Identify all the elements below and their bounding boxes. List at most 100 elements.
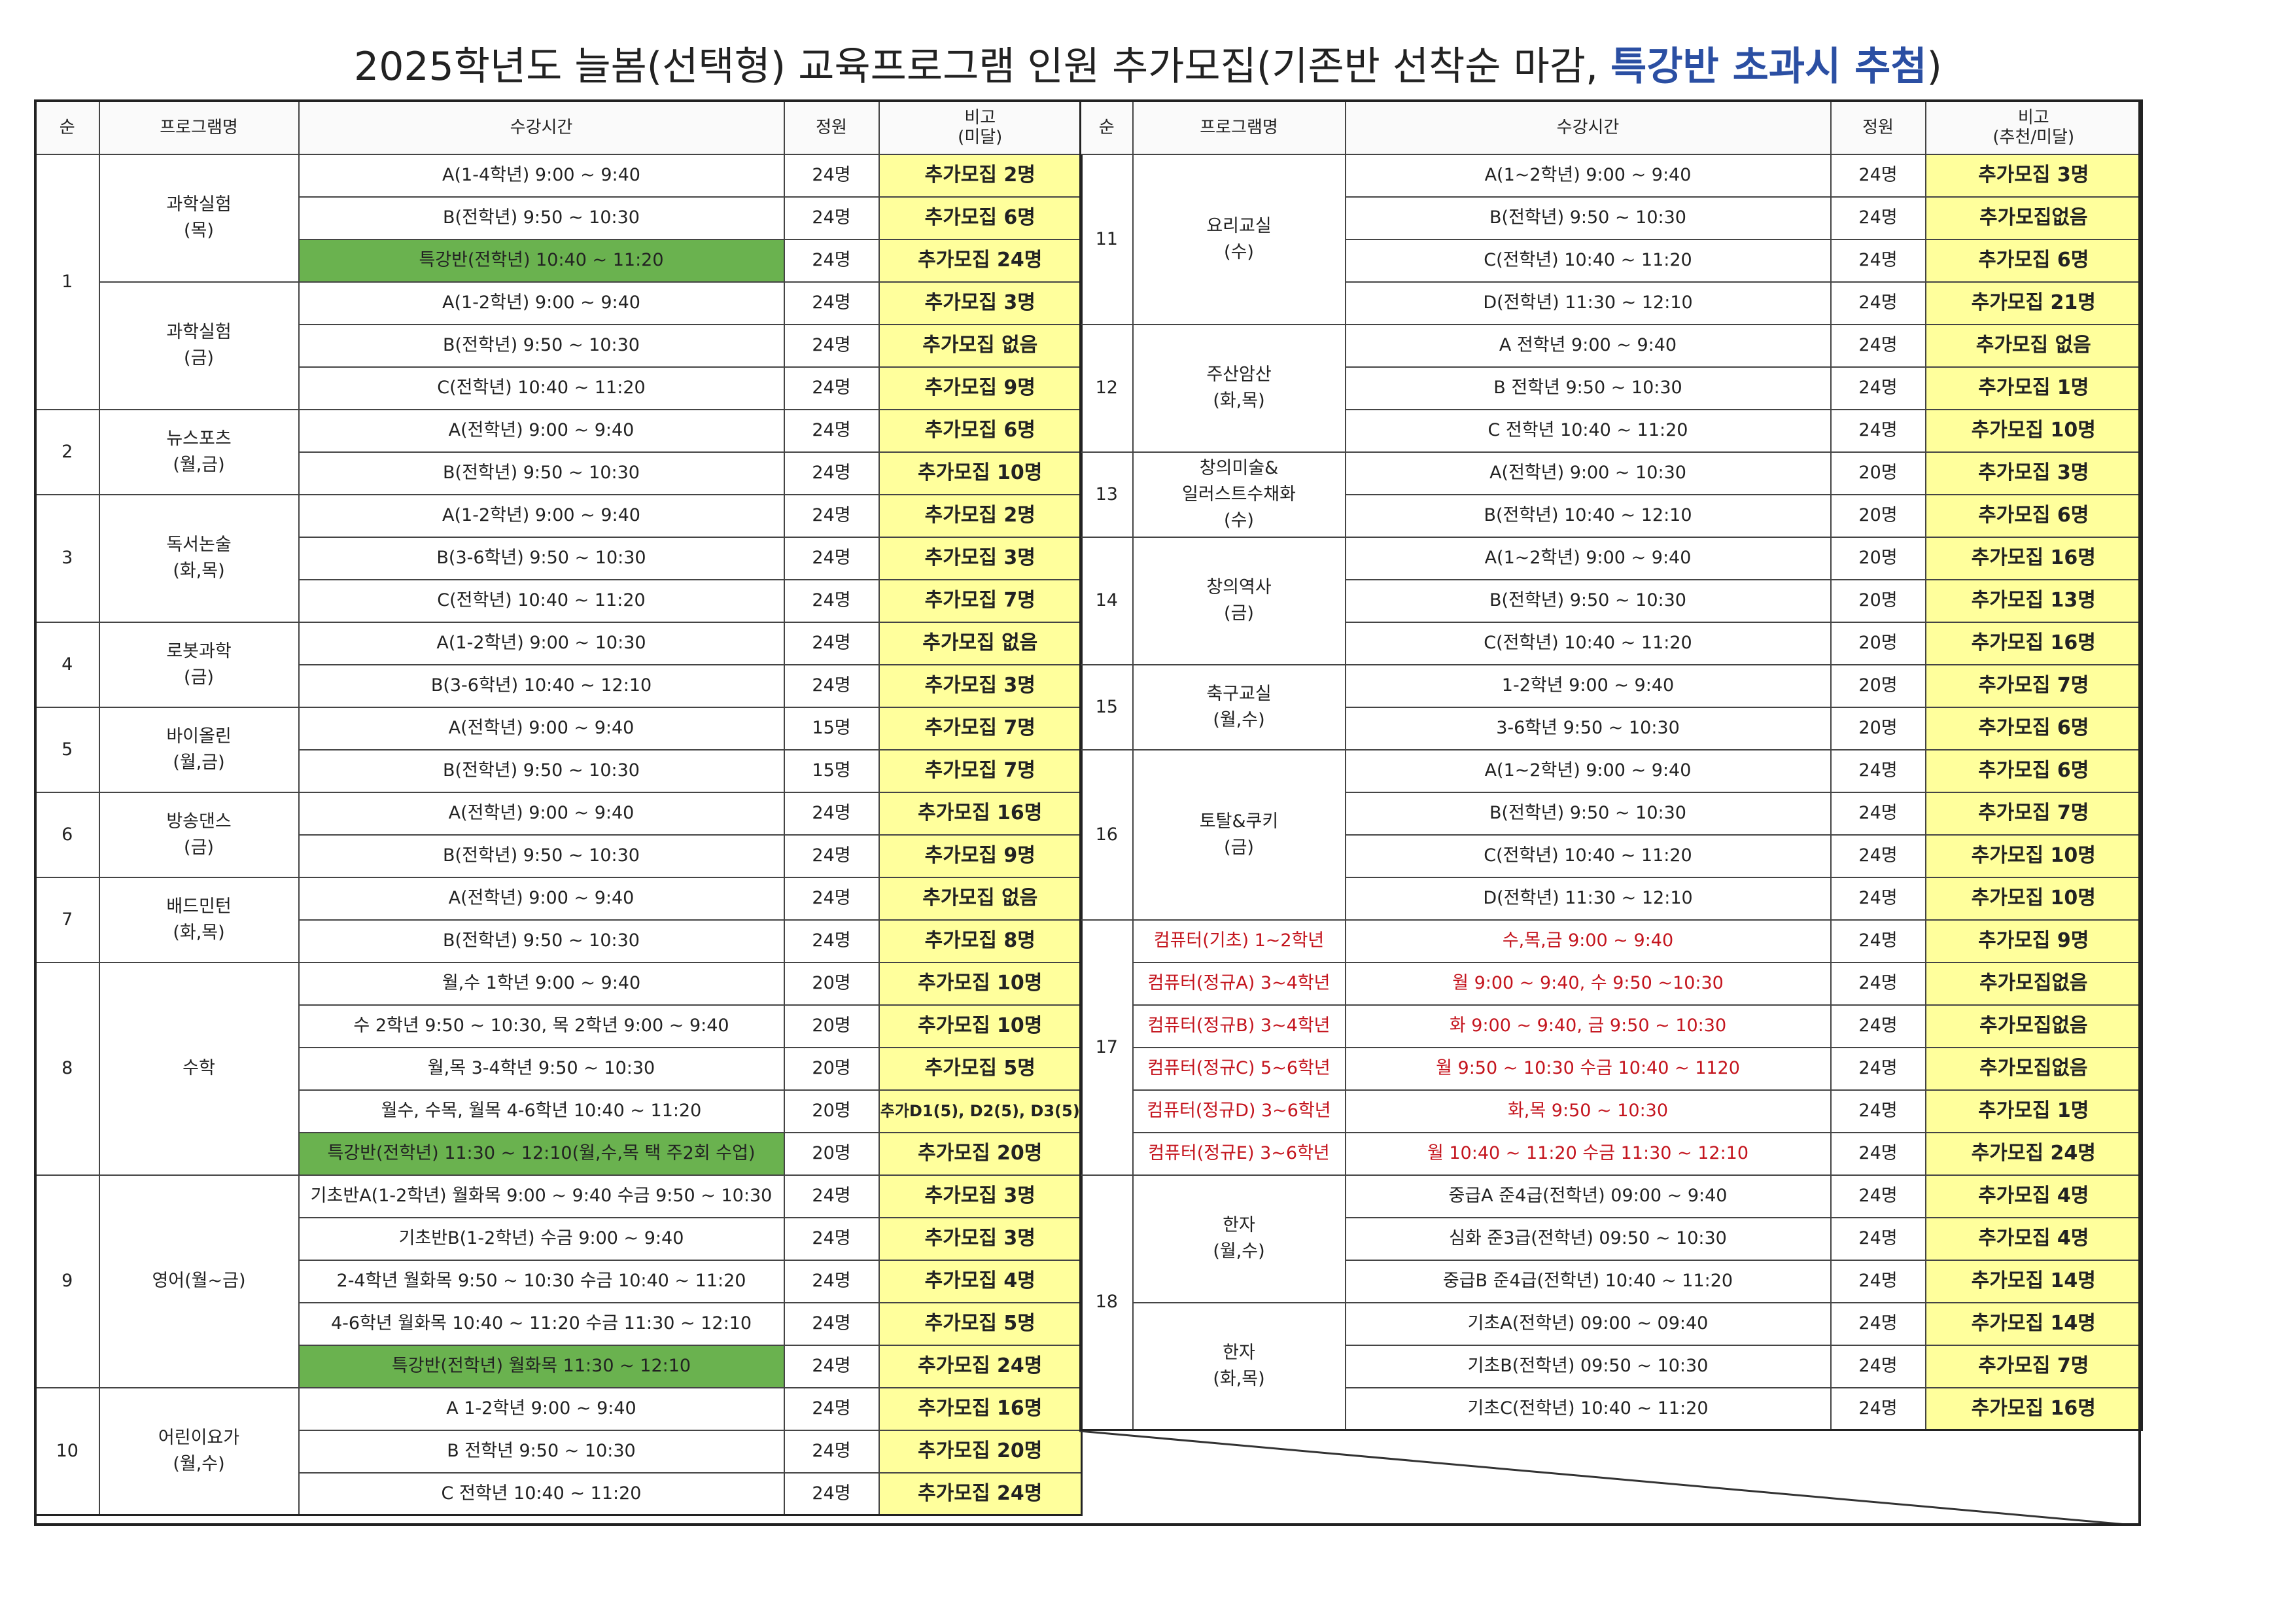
capacity: 20명 [1830,451,1926,495]
table-row: D(전학년) 11:30 ~ 12:10 24명 추가모집 21명 [1081,281,2143,325]
table-row: 기초B(전학년) 09:50 ~ 10:30 24명 추가모집 7명 [1081,1344,2143,1388]
recruit-note: 추가모집 없음 [1924,323,2143,368]
capacity: 24명 [1830,1089,1926,1133]
table-row: B(전학년) 9:50 ~ 10:30 24명 추가모집 9명 [35,834,1083,878]
right-header-note: 비고 (추천/미달) [1924,99,2143,155]
recruit-note: 추가모집 20명 [878,1131,1083,1176]
capacity: 24명 [783,536,880,580]
class-time: C(전학년) 10:40 ~ 11:20 [1344,238,1832,283]
recruit-note: 추가모집 10명 [1924,876,2143,921]
table-row: 6 방송댄스 (금) A(전학년) 9:00 ~ 9:40 24명 추가모집 16명 [34,791,1083,878]
capacity: 20명 [783,1131,880,1176]
capacity: 24명 [783,408,880,453]
capacity: 24명 [783,1344,880,1388]
class-time: 화 9:00 ~ 9:40, 금 9:50 ~ 10:30 [1344,1004,1832,1048]
program-name: 컴퓨터(정규C) 5~6학년 [1132,1046,1346,1091]
table-row: B(전학년) 9:50 ~ 10:30 24명 추가모집 없음 [35,323,1083,368]
recruit-note: 추가모집 10명 [1924,834,2143,878]
recruit-note: 추가모집 24명 [878,238,1083,283]
class-time: 2-4학년 월화목 9:50 ~ 10:30 수금 10:40 ~ 11:20 [298,1259,785,1303]
table-row: C(전학년) 10:40 ~ 11:20 24명 추가모집 6명 [1081,238,2143,283]
class-time: A 1-2학년 9:00 ~ 9:40 [298,1386,785,1431]
table-row: C(전학년) 10:40 ~ 11:20 24명 추가모집 9명 [35,366,1083,410]
table-row: C 전학년 10:40 ~ 11:20 24명 추가모집 24명 [35,1472,1083,1516]
recruit-note: 추가모집 13명 [1924,578,2143,623]
recruit-note: 추가모집 없음 [878,621,1083,665]
recruit-note: 추가모집 4명 [1924,1216,2143,1261]
class-time: 월 9:50 ~ 10:30 수금 10:40 ~ 1120 [1344,1046,1832,1091]
recruit-note: 추가모집 3명 [878,281,1083,325]
class-time: A(전학년) 9:00 ~ 9:40 [298,408,785,453]
capacity: 24명 [783,323,880,368]
class-time: A(1-2학년) 9:00 ~ 9:40 [298,281,785,325]
class-time: 기초A(전학년) 09:00 ~ 09:40 [1344,1301,1832,1346]
capacity: 24명 [1830,281,1926,325]
capacity: 24명 [783,1174,880,1218]
table-row: 13 창의미술& 일러스트수채화 (수) A(전학년) 9:00 ~ 10:30 20… [1079,451,2143,538]
class-time: A(1-4학년) 9:00 ~ 9:40 [298,153,785,198]
class-time: 중급A 준4급(전학년) 09:00 ~ 9:40 [1344,1174,1832,1218]
program-name: 컴퓨터(정규A) 3~4학년 [1132,961,1346,1006]
row-number: 13 [1079,451,1134,538]
class-time: 월수, 수목, 월목 4-6학년 10:40 ~ 11:20 [298,1089,785,1133]
table-row: 컴퓨터(정규D) 3~6학년 화,목 9:50 ~ 10:30 24명 추가모집 1명 [1081,1089,2143,1133]
table-row: B(전학년) 9:50 ~ 10:30 24명 추가모집 10명 [35,451,1083,495]
class-time: B(전학년) 10:40 ~ 12:10 [1344,493,1832,538]
right-header-time: 수강시간 [1344,99,1832,155]
capacity: 24명 [783,1301,880,1346]
class-time: 심화 준3급(전학년) 09:50 ~ 10:30 [1344,1216,1832,1261]
capacity: 24명 [783,919,880,963]
recruit-note: 추가모집 8명 [878,919,1083,963]
class-time: 1-2학년 9:00 ~ 9:40 [1344,663,1832,708]
row-number: 3 [34,493,100,623]
table-row: 1 과학실험 (목) A(1-4학년) 9:00 ~ 9:40 24명 추가모집 2명 [34,153,1083,410]
row-number: 15 [1079,663,1134,750]
class-time: B(전학년) 9:50 ~ 10:30 [298,749,785,793]
title-prefix: 2025학년도 늘봄(선택형) 교육프로그램 인원 추가모집(기존반 선착순 마… [354,44,1611,90]
capacity: 24명 [1830,196,1926,240]
program-name: 바이올린 (월,금) [98,706,300,793]
program-name: 어린이요가 (월,수) [98,1386,300,1516]
title-suffix: ) [1926,44,1942,90]
row-number: 18 [1079,1174,1134,1431]
recruit-note: 추가모집 3명 [878,663,1083,708]
table-row: 2 뉴스포츠 (월,금) A(전학년) 9:00 ~ 9:40 24명 추가모집 6명 [34,408,1083,495]
recruit-note: 추가모집 10명 [878,961,1083,1006]
capacity: 24명 [783,1386,880,1431]
program-name: 과학실험 (금) [98,281,300,410]
recruit-note: 추가모집 7명 [1924,1344,2143,1388]
table-row: C(전학년) 10:40 ~ 11:20 20명 추가모집 16명 [1081,621,2143,665]
table-row: 컴퓨터(정규C) 5~6학년 월 9:50 ~ 10:30 수금 10:40 ~ … [1081,1046,2143,1091]
recruit-note: 추가모집 16명 [878,1386,1083,1431]
capacity: 20명 [783,1089,880,1133]
table-row: B(전학년) 9:50 ~ 10:30 20명 추가모집 13명 [1081,578,2143,623]
capacity: 24명 [1830,1301,1926,1346]
class-time: A 전학년 9:00 ~ 9:40 [1344,323,1832,368]
table-row: 월,목 3-4학년 9:50 ~ 10:30 20명 추가모집 5명 [35,1046,1083,1091]
recruit-note: 추가모집 6명 [1924,706,2143,750]
right-header-no: 순 [1079,99,1134,155]
capacity: 24명 [783,834,880,878]
table-row: 3-6학년 9:50 ~ 10:30 20명 추가모집 6명 [1081,706,2143,750]
class-time: B(전학년) 9:50 ~ 10:30 [298,323,785,368]
class-time: D(전학년) 11:30 ~ 12:10 [1344,876,1832,921]
class-time: A(전학년) 9:00 ~ 10:30 [1344,451,1832,495]
capacity: 24명 [1830,1131,1926,1176]
program-name: 독서논술 (화,목) [98,493,300,623]
class-time: C(전학년) 10:40 ~ 11:20 [298,578,785,623]
recruit-note: 추가모집 9명 [878,834,1083,878]
program-name: 수학 [98,961,300,1176]
table-row: B(전학년) 9:50 ~ 10:30 24명 추가모집 8명 [35,919,1083,963]
class-time: A(1~2학년) 9:00 ~ 9:40 [1344,153,1832,198]
table-row: 특강반(전학년) 10:40 ~ 11:20 24명 추가모집 24명 [35,238,1083,283]
capacity: 24명 [1830,1174,1926,1218]
class-time: C 전학년 10:40 ~ 11:20 [298,1472,785,1516]
table-row: B 전학년 9:50 ~ 10:30 24명 추가모집 20명 [35,1429,1083,1474]
program-name: 영어(월~금) [98,1174,300,1388]
row-number: 2 [34,408,100,495]
capacity: 24명 [783,1216,880,1261]
capacity: 24명 [1830,153,1926,198]
capacity: 20명 [783,1046,880,1091]
recruit-note: 추가모집 14명 [1924,1259,2143,1303]
recruit-note: 추가모집 7명 [1924,791,2143,836]
